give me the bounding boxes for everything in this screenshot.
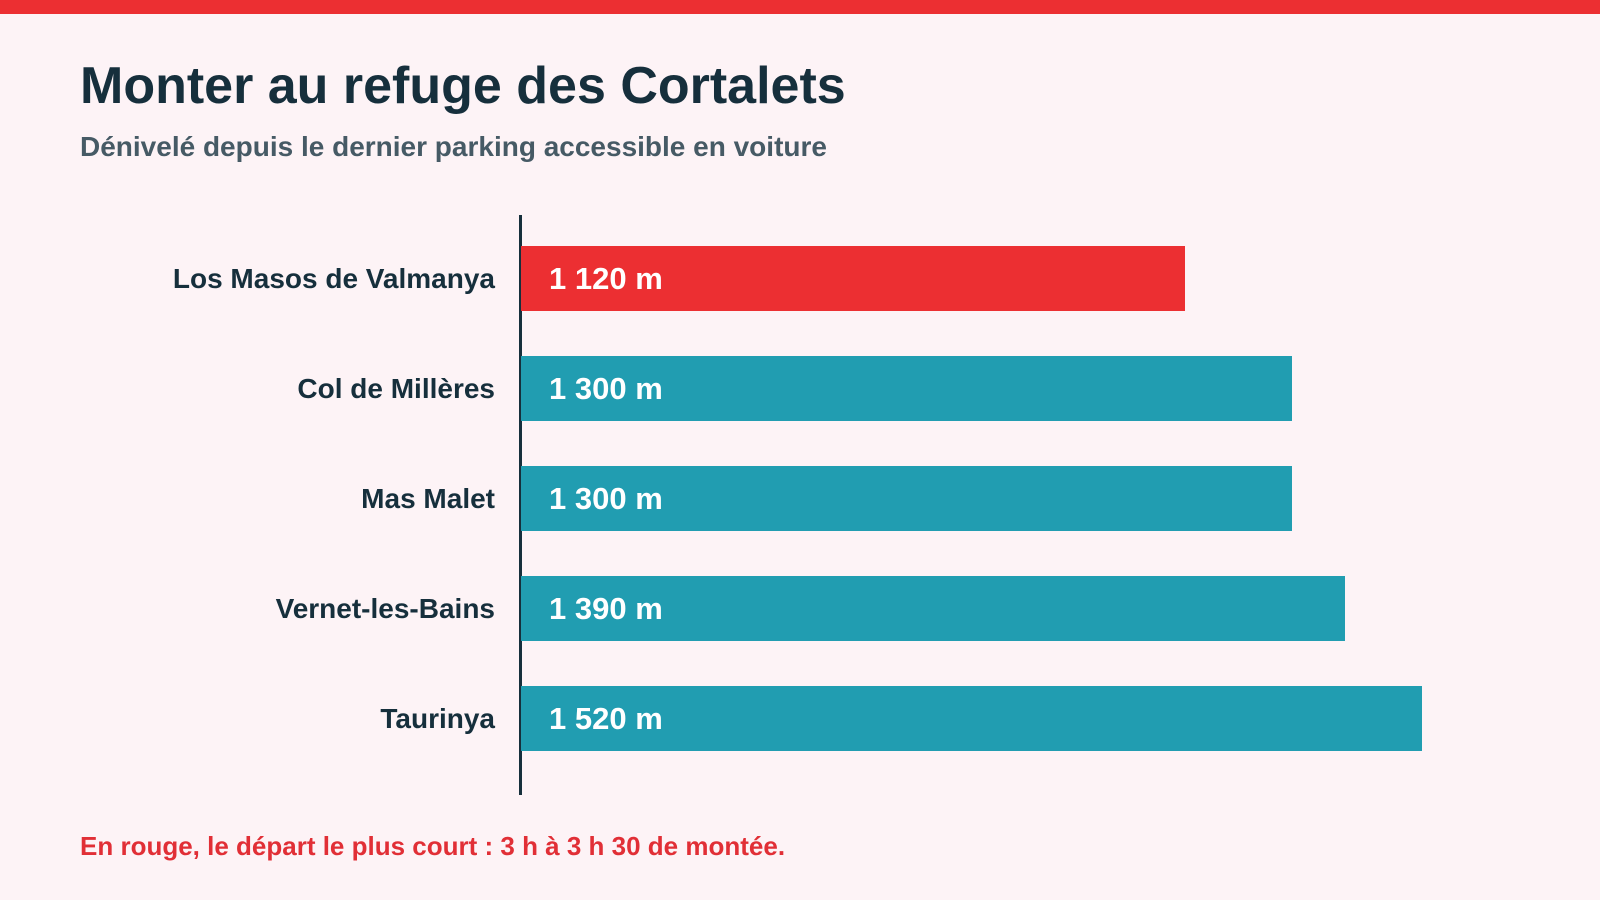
bar-value-label: 1 300 m bbox=[549, 481, 663, 516]
y-axis-line bbox=[519, 215, 522, 795]
category-label: Mas Malet bbox=[361, 482, 495, 514]
bar bbox=[521, 576, 1345, 641]
category-label: Col de Millères bbox=[297, 372, 495, 404]
chart-title: Monter au refuge des Cortalets bbox=[80, 57, 846, 115]
chart-subtitle: Dénivelé depuis le dernier parking acces… bbox=[80, 131, 827, 162]
bar bbox=[521, 686, 1422, 751]
bar-value-label: 1 390 m bbox=[549, 591, 663, 626]
category-label: Vernet-les-Bains bbox=[275, 592, 495, 624]
category-label: Los Masos de Valmanya bbox=[172, 262, 495, 294]
chart-footnote: En rouge, le départ le plus court : 3 h … bbox=[80, 831, 786, 861]
bar-value-label: 1 120 m bbox=[549, 261, 663, 296]
bar bbox=[521, 246, 1185, 311]
bar bbox=[521, 356, 1292, 421]
top-accent-stripe bbox=[0, 0, 1600, 14]
bar-value-label: 1 300 m bbox=[549, 371, 663, 406]
category-label: Taurinya bbox=[380, 702, 495, 734]
bar bbox=[521, 466, 1292, 531]
bar-value-label: 1 520 m bbox=[549, 701, 663, 736]
